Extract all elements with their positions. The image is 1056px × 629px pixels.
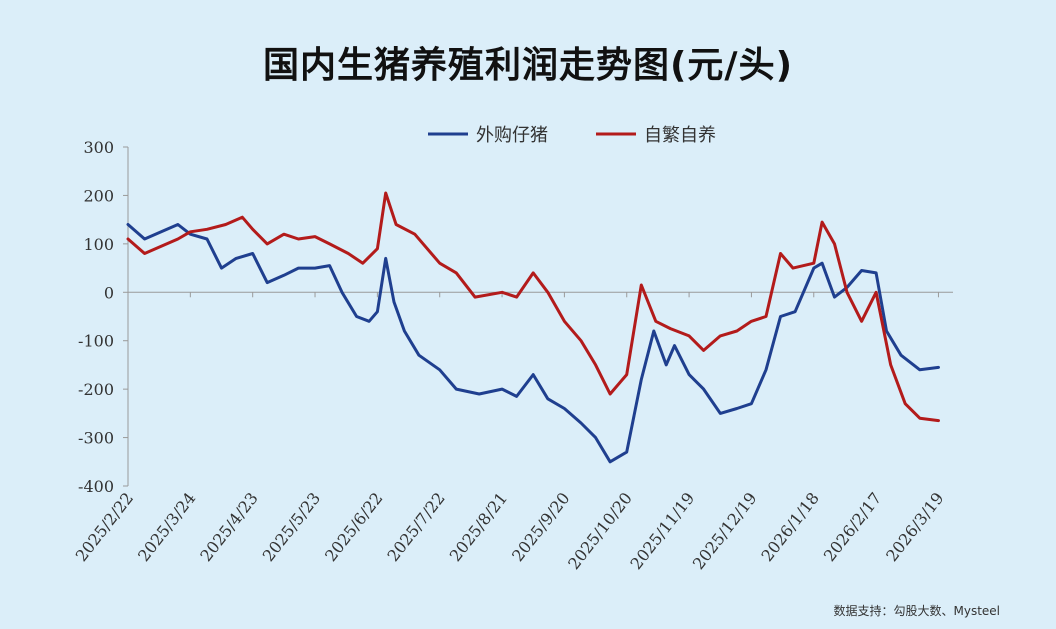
x-tick-label: 2026/2/17 bbox=[820, 489, 885, 565]
x-tick-label: 2025/7/22 bbox=[383, 489, 448, 565]
x-tick-label: 2025/8/21 bbox=[446, 489, 511, 565]
series-line-2 bbox=[126, 191, 940, 423]
legend-label-1: 外购仔猪 bbox=[476, 125, 548, 146]
y-tick-label: 300 bbox=[83, 138, 114, 157]
x-tick-label: 2025/6/22 bbox=[321, 489, 386, 565]
x-tick-label: 2026/3/19 bbox=[882, 489, 947, 565]
series-group bbox=[126, 191, 940, 464]
x-tick-label: 2025/11/19 bbox=[626, 489, 698, 573]
series-line-1 bbox=[126, 223, 940, 464]
legend: 外购仔猪 自繁自养 bbox=[428, 125, 716, 146]
x-tick-label: 2026/1/18 bbox=[757, 489, 822, 565]
x-tick-label: 2025/2/22 bbox=[72, 489, 137, 565]
x-tick-label: 2025/4/23 bbox=[196, 489, 261, 565]
y-tick-label: -100 bbox=[78, 332, 114, 351]
x-tick-label: 2025/10/20 bbox=[564, 489, 636, 573]
axes-group: 3002001000-100-200-300-4002025/2/222025/… bbox=[72, 138, 953, 573]
chart-title: 国内生猪养殖利润走势图(元/头) bbox=[262, 45, 794, 86]
y-tick-label: 0 bbox=[104, 283, 114, 302]
legend-label-2: 自繁自养 bbox=[644, 125, 716, 146]
y-tick-label: 200 bbox=[83, 186, 114, 205]
y-tick-label: -200 bbox=[78, 380, 114, 399]
y-tick-label: -300 bbox=[78, 429, 114, 448]
x-tick-label: 2025/12/19 bbox=[689, 489, 761, 573]
x-tick-label: 2025/9/20 bbox=[508, 489, 573, 565]
y-tick-label: 100 bbox=[83, 235, 114, 254]
x-tick-label: 2025/3/24 bbox=[134, 489, 199, 565]
y-tick-label: -400 bbox=[78, 477, 114, 496]
x-tick-label: 2025/5/23 bbox=[259, 489, 324, 565]
data-source-note: 数据支持：勾股大数、Mysteel bbox=[833, 604, 1000, 618]
